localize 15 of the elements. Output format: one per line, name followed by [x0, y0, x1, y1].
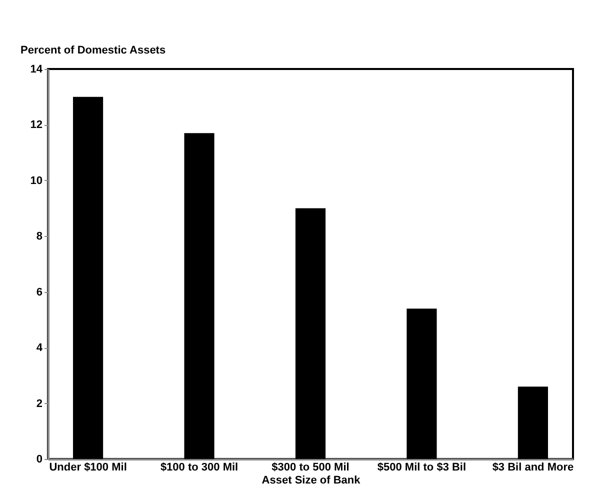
x-tick-label: $3 Bil and More [492, 462, 574, 474]
y-tick-label: 8 [36, 230, 42, 243]
x-tick-label: Under $100 Mil [49, 462, 127, 474]
x-tick-label: $300 to 500 Mil [272, 462, 350, 474]
y-tick-label: 0 [36, 454, 42, 466]
y-tick-label: 2 [36, 398, 42, 410]
x-tick-label: $100 to 300 Mil [160, 462, 238, 474]
y-axis-title: Percent of Domestic Assets [20, 44, 166, 56]
y-tick-label: 4 [36, 342, 44, 354]
y-tick-label: 6 [36, 286, 42, 298]
y-tick-label: 14 [30, 64, 44, 76]
x-tick-label: $500 Mil to $3 Bil [377, 462, 466, 474]
x-axis-title: Asset Size of Bank [262, 474, 362, 486]
y-tick-label: 12 [30, 119, 42, 132]
y-tick-label: 10 [30, 174, 42, 187]
